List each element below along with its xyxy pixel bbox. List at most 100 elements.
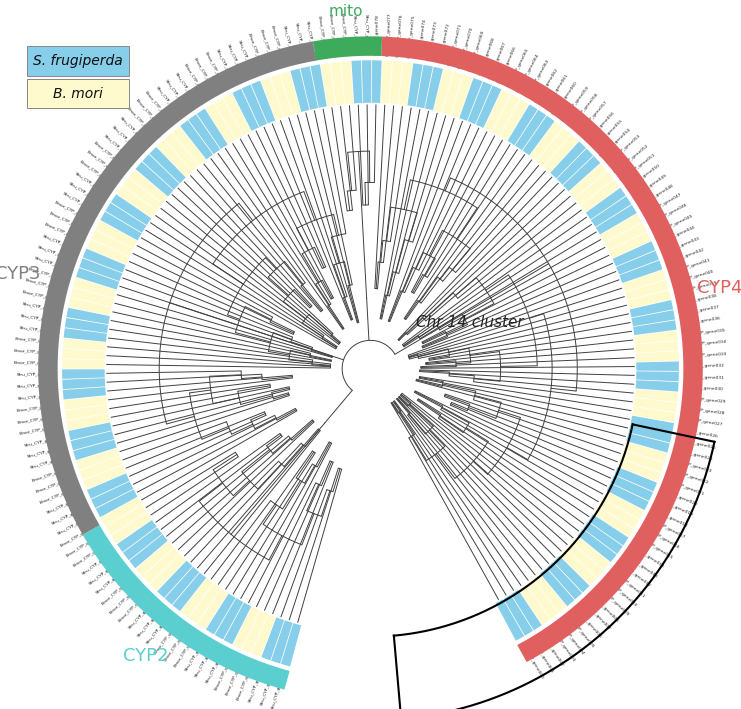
Text: B. mori: B. mori: [53, 86, 103, 101]
Text: Sfru_CYP_gene115: Sfru_CYP_gene115: [37, 245, 77, 263]
Text: Bmor_CYP_gene009: Bmor_CYP_gene009: [596, 584, 630, 617]
Polygon shape: [544, 135, 579, 172]
Text: Bmor_CYP_gene105: Bmor_CYP_gene105: [93, 141, 130, 172]
Polygon shape: [433, 69, 453, 113]
Text: Sfru_CYP_gene084: Sfru_CYP_gene084: [305, 20, 316, 61]
Text: Sfru_CYP_gene012: Sfru_CYP_gene012: [617, 560, 651, 588]
Polygon shape: [63, 338, 106, 351]
Text: Sfru_CYP_gene098: Sfru_CYP_gene098: [155, 85, 182, 121]
Polygon shape: [242, 84, 267, 127]
Polygon shape: [624, 442, 667, 462]
Polygon shape: [100, 212, 142, 240]
Text: CYP2: CYP2: [123, 647, 168, 666]
Polygon shape: [63, 387, 106, 399]
Polygon shape: [117, 520, 156, 552]
Text: Sfru_CYP_gene008: Sfru_CYP_gene008: [588, 591, 619, 623]
Polygon shape: [547, 562, 582, 599]
Text: Bmor_CYP_gene045: Bmor_CYP_gene045: [653, 213, 694, 236]
Polygon shape: [150, 147, 186, 184]
Text: S. frugiperda: S. frugiperda: [33, 54, 123, 68]
Polygon shape: [157, 561, 193, 598]
Text: Bmor_CYP_gene099: Bmor_CYP_gene099: [144, 91, 174, 127]
Polygon shape: [136, 162, 173, 196]
Polygon shape: [580, 179, 619, 212]
Text: Bmor_CYP_gene022: Bmor_CYP_gene022: [667, 467, 709, 485]
Text: Bmor_CYP_gene051: Bmor_CYP_gene051: [619, 152, 657, 182]
Polygon shape: [508, 104, 537, 145]
Polygon shape: [271, 620, 293, 664]
Polygon shape: [559, 549, 597, 585]
Polygon shape: [224, 603, 251, 644]
Polygon shape: [504, 595, 533, 636]
Text: Bmor_CYP_gene016: Bmor_CYP_gene016: [640, 525, 679, 550]
Text: Sfru_CYP_gene066: Sfru_CYP_gene066: [497, 45, 518, 84]
Polygon shape: [515, 110, 546, 150]
Text: Sfru_CYP_gene038: Sfru_CYP_gene038: [677, 293, 717, 306]
Text: Bmor_CYP_gene094: Bmor_CYP_gene094: [193, 57, 218, 97]
Polygon shape: [87, 239, 129, 264]
Polygon shape: [129, 535, 167, 568]
Text: Sfru_CYP_gene042: Sfru_CYP_gene042: [665, 247, 705, 265]
Polygon shape: [530, 122, 562, 161]
Text: Bmor_CYP_gene087: Bmor_CYP_gene087: [270, 26, 285, 68]
Polygon shape: [83, 465, 126, 489]
Text: Bmor_CYP_gene057: Bmor_CYP_gene057: [576, 100, 608, 135]
Text: Sfru_CYP_gene110: Sfru_CYP_gene110: [62, 191, 99, 215]
Text: Sfru_CYP_gene134: Sfru_CYP_gene134: [30, 455, 70, 471]
Polygon shape: [633, 320, 677, 335]
Text: Sfru_CYP_gene133: Sfru_CYP_gene133: [27, 445, 67, 459]
Text: Bmor_CYP_gene005: Bmor_CYP_gene005: [565, 613, 595, 649]
Polygon shape: [609, 232, 651, 258]
Polygon shape: [631, 415, 674, 432]
Text: Bmor_CYP_gene148: Bmor_CYP_gene148: [109, 582, 144, 615]
Text: Sfru_CYP_gene074: Sfru_CYP_gene074: [417, 18, 427, 60]
Text: Bmor_CYP_gene035: Bmor_CYP_gene035: [682, 328, 725, 337]
Polygon shape: [251, 81, 276, 123]
Polygon shape: [554, 556, 590, 593]
Polygon shape: [70, 431, 114, 450]
Text: Sfru_CYP_gene102: Sfru_CYP_gene102: [119, 116, 150, 148]
Polygon shape: [223, 94, 251, 135]
Polygon shape: [180, 121, 213, 160]
Text: Sfru_CYP_gene056: Sfru_CYP_gene056: [585, 110, 616, 143]
Polygon shape: [416, 65, 433, 108]
Polygon shape: [206, 593, 236, 635]
Polygon shape: [621, 450, 664, 472]
Text: Bmor_CYP_gene093: Bmor_CYP_gene093: [203, 52, 227, 92]
Polygon shape: [87, 474, 130, 498]
Text: Bmor_CYP_gene015: Bmor_CYP_gene015: [634, 534, 674, 561]
Text: Sfru_CYP_gene090: Sfru_CYP_gene090: [236, 39, 256, 79]
Text: Bmor_CYP_gene063: Bmor_CYP_gene063: [525, 59, 551, 99]
Polygon shape: [451, 74, 473, 118]
Text: Sfru_CYP_gene044: Sfru_CYP_gene044: [657, 225, 696, 245]
Polygon shape: [569, 164, 607, 198]
Text: Bmor_CYP_gene131: Bmor_CYP_gene131: [19, 425, 63, 437]
Polygon shape: [390, 61, 402, 104]
Polygon shape: [613, 241, 655, 267]
Text: Sfru_CYP_gene054: Sfru_CYP_gene054: [599, 127, 632, 157]
Text: Bmor_CYP_gene142: Bmor_CYP_gene142: [66, 532, 105, 558]
Polygon shape: [281, 623, 301, 666]
Text: Bmor_CYP_gene141: Bmor_CYP_gene141: [60, 523, 99, 548]
Polygon shape: [262, 618, 284, 660]
Text: Bmor_CYP_gene081: Bmor_CYP_gene081: [340, 13, 348, 57]
Polygon shape: [618, 459, 661, 482]
Text: Bmor_CYP_gene117: Bmor_CYP_gene117: [27, 267, 70, 283]
Polygon shape: [484, 90, 511, 132]
Text: Sfru_CYP_gene036: Sfru_CYP_gene036: [680, 316, 722, 326]
Polygon shape: [492, 94, 520, 136]
FancyBboxPatch shape: [27, 46, 130, 76]
Polygon shape: [68, 298, 112, 316]
Polygon shape: [577, 529, 617, 562]
Text: Bmor_CYP_gene124: Bmor_CYP_gene124: [14, 349, 58, 355]
Polygon shape: [551, 142, 586, 179]
Polygon shape: [526, 579, 559, 619]
Text: Sfru_CYP_gene132: Sfru_CYP_gene132: [24, 435, 65, 447]
Polygon shape: [636, 380, 679, 391]
Text: Sfru_CYP_gene072: Sfru_CYP_gene072: [437, 23, 451, 63]
Polygon shape: [242, 610, 268, 653]
Polygon shape: [614, 467, 657, 491]
Text: Bmor_CYP_gene064: Bmor_CYP_gene064: [516, 53, 540, 93]
Polygon shape: [617, 251, 659, 274]
Polygon shape: [252, 614, 276, 657]
